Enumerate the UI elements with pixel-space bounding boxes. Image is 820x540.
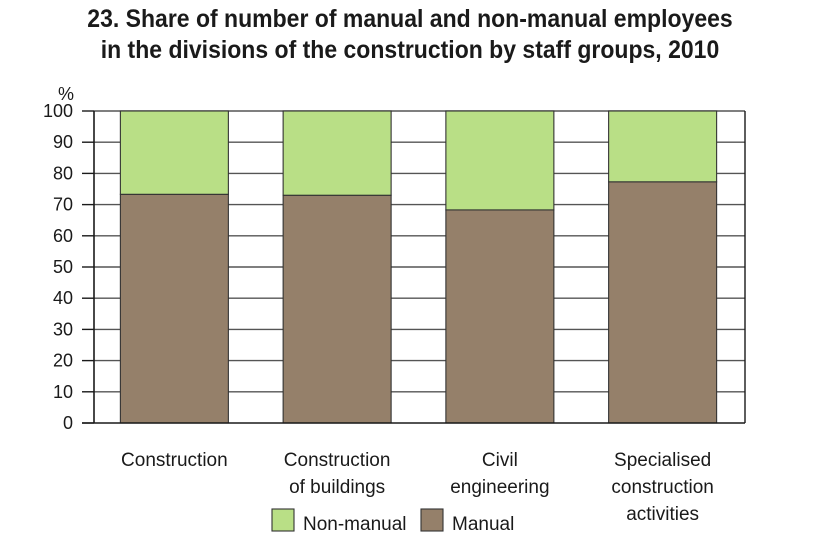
x-category-label: construction <box>611 477 713 498</box>
bar-manual-0 <box>119 193 229 424</box>
bar-non-manual-3 <box>608 110 718 183</box>
bar-non-manual-2 <box>445 110 555 211</box>
y-tick-label: 50 <box>53 257 73 277</box>
y-tick-label: 90 <box>53 132 73 152</box>
y-tick-label: 0 <box>63 413 73 433</box>
y-tick-label: 30 <box>53 319 73 339</box>
y-tick-label: 70 <box>53 195 73 215</box>
y-tick-label: 10 <box>53 382 73 402</box>
y-tick-label: 80 <box>53 163 73 183</box>
x-category-label: Construction <box>121 450 228 471</box>
x-category-label: of buildings <box>289 477 385 498</box>
legend-label-non-manual: Non-manual <box>303 514 407 535</box>
x-category-label: Construction <box>284 450 391 471</box>
y-tick-label: 60 <box>53 226 73 246</box>
legend-swatch-non-manual <box>271 508 295 532</box>
legend-label-manual: Manual <box>452 514 514 535</box>
bar-manual-2 <box>445 209 555 424</box>
x-category-label: engineering <box>450 477 549 498</box>
bar-manual-3 <box>608 181 718 424</box>
bar-non-manual-1 <box>282 110 392 196</box>
x-category-label: activities <box>626 504 699 525</box>
chart-title-line-1: 23. Share of number of manual and non-ma… <box>87 5 733 33</box>
bar-manual-1 <box>282 194 392 424</box>
y-tick-label: 100 <box>43 101 73 121</box>
x-category-label: Specialised <box>614 450 711 471</box>
y-tick-label: 20 <box>53 351 73 371</box>
y-axis-unit-label: % <box>58 84 74 104</box>
x-category-label: Civil <box>482 450 518 471</box>
chart-title: 23. Share of number of manual and non-ma… <box>33 4 787 66</box>
y-tick-label: 40 <box>53 288 73 308</box>
legend-swatch-manual <box>420 508 444 532</box>
chart-title-line-2: in the divisions of the construction by … <box>100 36 720 64</box>
bar-non-manual-0 <box>119 110 229 195</box>
